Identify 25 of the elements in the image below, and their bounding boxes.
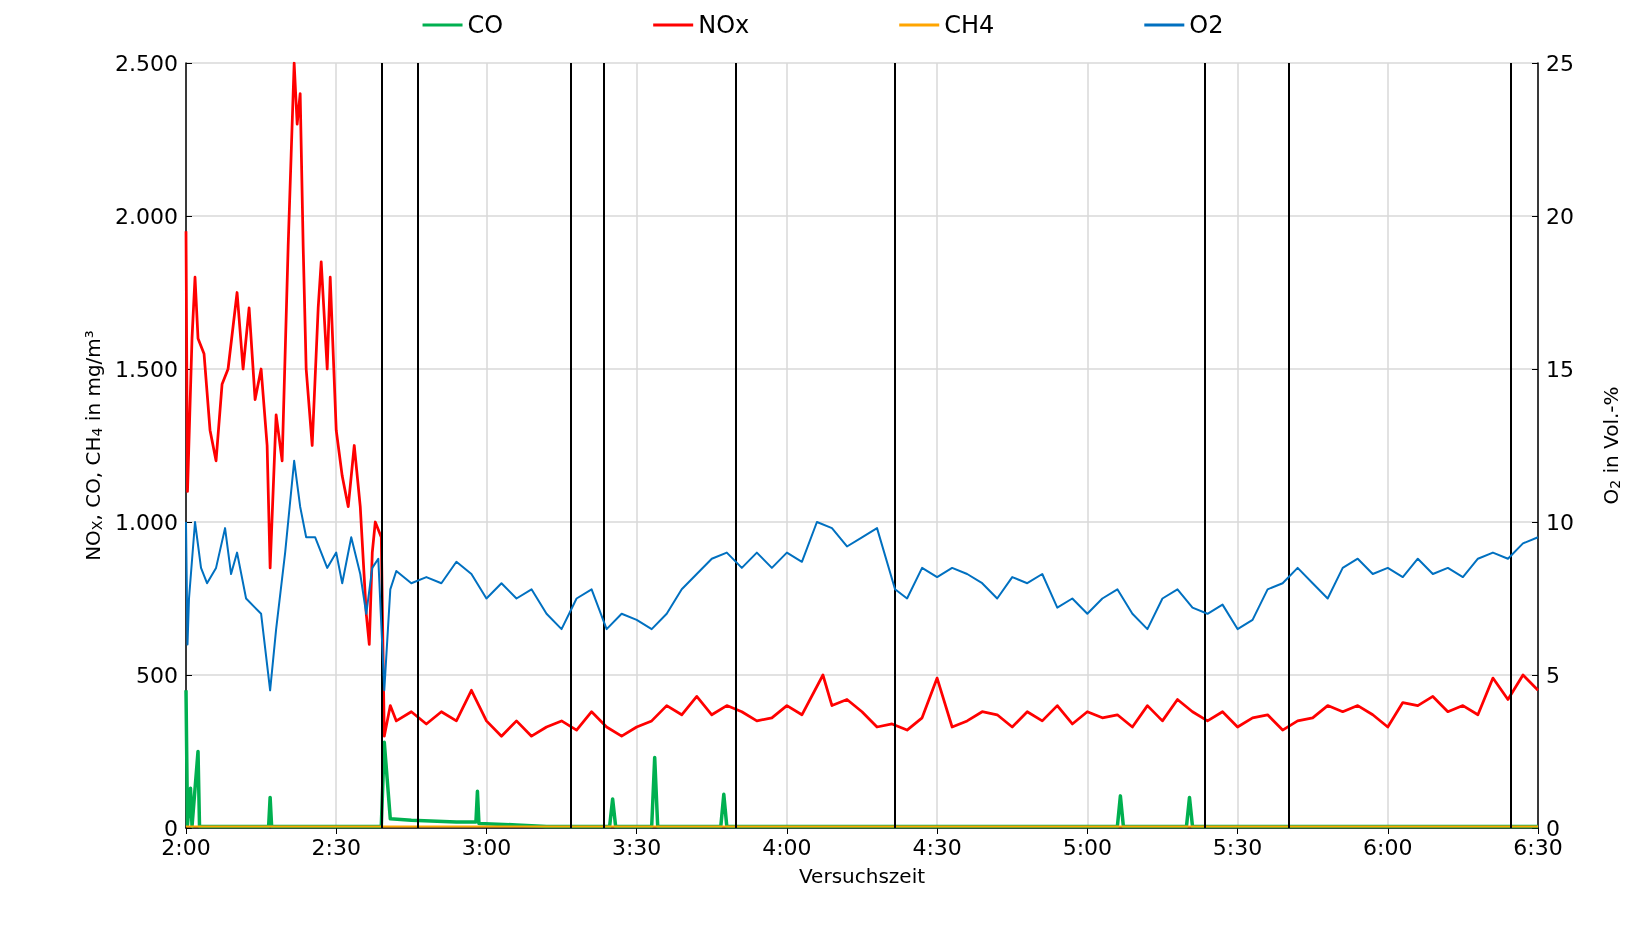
y-axis-title: NOX, CO, CH4 in mg/m³ bbox=[81, 330, 106, 561]
y-tick-label: 500 bbox=[136, 662, 178, 688]
legend-label: NOx bbox=[698, 11, 750, 39]
y2-axis-title: O2 in Vol.-% bbox=[1599, 386, 1623, 505]
x-tick-label: 3:30 bbox=[611, 834, 662, 860]
x-axis-title: Versuchszeit bbox=[798, 864, 926, 888]
x-tick-label: 6:00 bbox=[1363, 834, 1413, 860]
y2-tick-label: 25 bbox=[1546, 50, 1574, 76]
x-tick-label: 5:00 bbox=[1062, 834, 1113, 860]
y-tick-label: 1.500 bbox=[115, 356, 178, 382]
y2-tick-label: 15 bbox=[1546, 356, 1574, 382]
y-tick-label: 1.000 bbox=[115, 509, 178, 535]
x-tick-label: 5:30 bbox=[1212, 834, 1263, 860]
legend-label: O2 bbox=[1189, 11, 1224, 39]
y2-tick-label: 20 bbox=[1546, 203, 1574, 229]
y2-tick-label: 10 bbox=[1546, 509, 1574, 535]
x-tick-label: 4:00 bbox=[762, 834, 812, 860]
legend-label: CO bbox=[467, 11, 504, 39]
legend-label: CH4 bbox=[944, 11, 995, 39]
x-tick-label: 3:00 bbox=[461, 834, 512, 860]
y-tick-label: 2.500 bbox=[115, 50, 178, 76]
x-tick-label: 2:30 bbox=[311, 834, 361, 860]
x-tick-label: 4:30 bbox=[912, 834, 962, 860]
y-tick-label: 2.000 bbox=[115, 203, 178, 229]
y2-tick-label: 5 bbox=[1546, 662, 1560, 688]
